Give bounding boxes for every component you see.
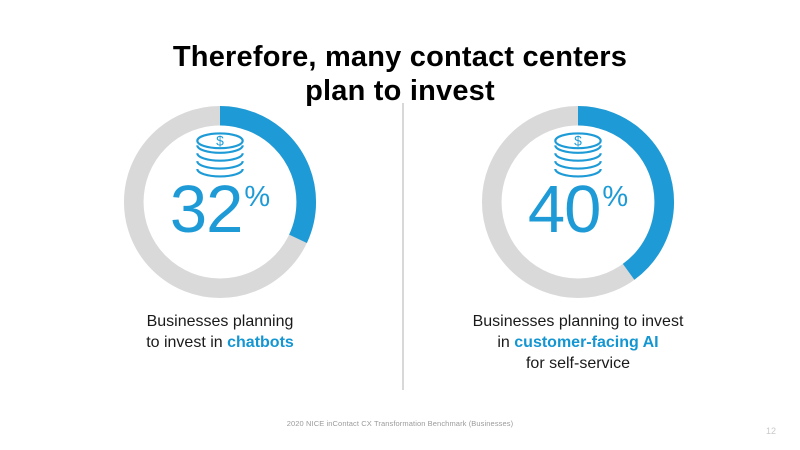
vertical-divider (402, 103, 404, 390)
coins-dollar-icon: $ (554, 132, 602, 178)
caption-customer-facing-ai: Businesses planning to invest in customer… (472, 313, 684, 372)
donut-value-arc (481, 105, 675, 299)
percent-sign: % (602, 181, 629, 213)
page-title: Therefore, many contact centers plan to … (0, 41, 800, 109)
percentage-value: 40 (527, 172, 602, 247)
donut-chart-chatbots: $ 32 % (122, 104, 318, 300)
percentage-label: 32 % (169, 172, 271, 247)
coins-dollar-icon: $ (196, 132, 244, 178)
percent-sign: % (244, 181, 271, 213)
donut-svg (123, 105, 317, 299)
caption-chatbots: Businesses planning to invest in chatbots (146, 313, 294, 351)
percentage-label: 40 % (527, 172, 629, 247)
page-title-line1: Therefore, many contact centers (172, 41, 628, 74)
donut-value-arc (123, 105, 317, 299)
page-title-line2: plan to invest (305, 75, 495, 108)
donut-inner-content: $ 32 % (122, 104, 318, 300)
donut-chart-customer-facing-ai: $ 40 % (480, 104, 676, 300)
panel-customer-facing-ai: $ 40 % Businesses planning to invest in c… (473, 104, 683, 372)
percentage-value: 32 (169, 172, 244, 247)
dollar-glyph: $ (216, 132, 224, 148)
panel-chatbots: $ 32 % Businesses planning to invest in c… (122, 104, 318, 351)
dollar-glyph: $ (574, 132, 582, 148)
donut-svg (481, 105, 675, 299)
source-citation: 2020 NICE inContact CX Transformation Be… (286, 419, 514, 428)
donut-inner-content: $ 40 % (480, 104, 676, 300)
page-number: 12 (765, 426, 776, 436)
